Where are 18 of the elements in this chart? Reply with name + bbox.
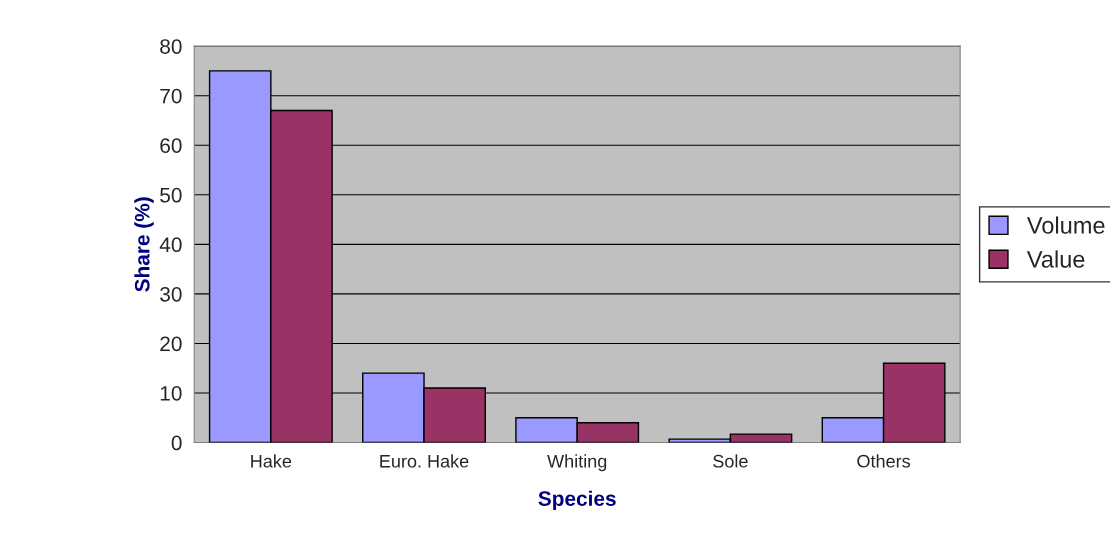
x-tick-label: Hake: [251, 454, 292, 468]
y-tick-label: 0: [171, 435, 182, 451]
x-axis-title: Species: [538, 490, 616, 511]
x-tick-label: Sole: [713, 454, 748, 468]
y-axis-title: Share (%): [134, 197, 154, 292]
y-tick-label: 80: [160, 39, 182, 54]
x-tick-label: Whiting: [547, 454, 607, 472]
legend-label: Value: [1026, 250, 1085, 268]
y-tick-label: 50: [160, 187, 182, 203]
y-tick-label: 40: [159, 237, 182, 253]
x-tick-label: Euro. Hake: [380, 454, 469, 468]
y-tick-label: 20: [160, 336, 182, 352]
y-tick-label: 10: [160, 386, 182, 401]
legend-label: Volume: [1026, 216, 1105, 234]
y-tick-label: 60: [160, 138, 182, 154]
x-tick-label: Others: [857, 454, 910, 468]
y-tick-label: 30: [160, 286, 182, 302]
y-tick-label: 70: [160, 88, 182, 104]
